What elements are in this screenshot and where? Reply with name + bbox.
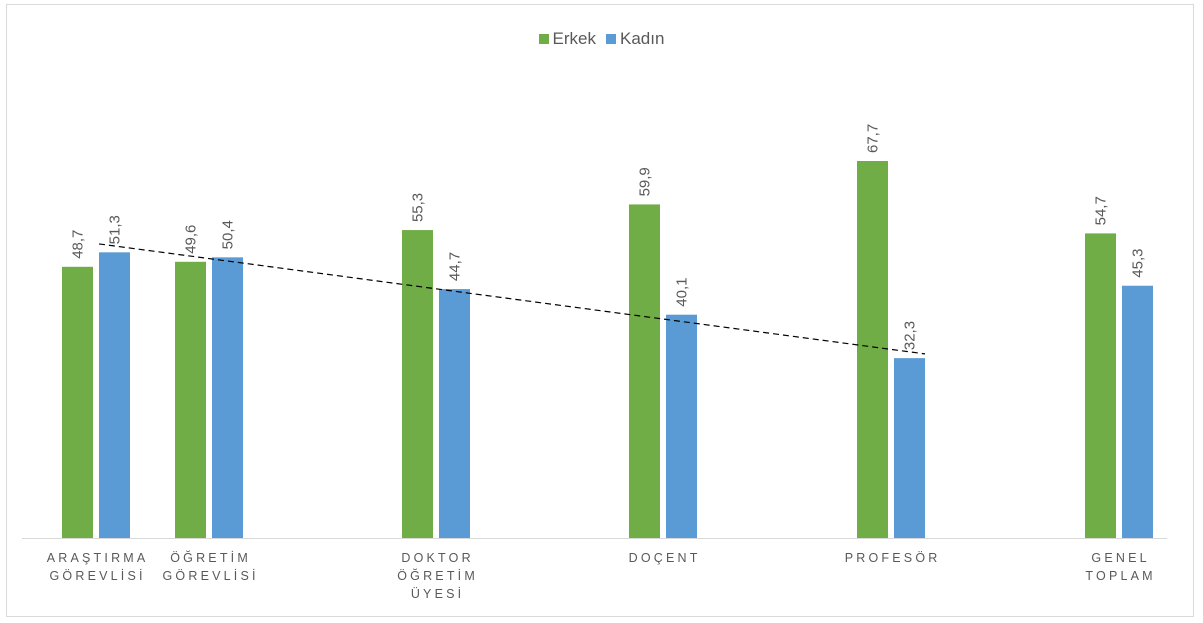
legend-swatch-erkek xyxy=(538,34,549,44)
category-label-5-line-0: GENEL xyxy=(1091,551,1150,565)
category-label-0-line-1: GÖREVLİSİ xyxy=(49,569,146,583)
bar-erkek-2 xyxy=(402,230,433,538)
category-label-5: GENEL TOPLAM xyxy=(1056,549,1186,585)
legend-item-erkek: Erkek xyxy=(538,29,597,49)
trendline xyxy=(98,243,926,355)
category-label-2-line-2: ÜYESİ xyxy=(410,587,465,601)
bar-kadin-5 xyxy=(1122,285,1153,538)
category-label-1-line-1: GÖREVLİSİ xyxy=(162,569,259,583)
bar-kadin-2 xyxy=(439,289,470,538)
category-label-2-line-0: DOKTOR xyxy=(401,551,474,565)
data-label-erkek-3: 59,9 xyxy=(637,167,654,196)
data-label-erkek-1: 49,6 xyxy=(183,225,200,254)
legend-label-erkek: Erkek xyxy=(552,29,597,48)
data-label-kadin-0: 51,3 xyxy=(107,215,124,244)
bar-erkek-1 xyxy=(175,261,206,538)
legend-label-kadin: Kadın xyxy=(620,29,665,48)
data-label-erkek-5: 54,7 xyxy=(1093,196,1110,225)
category-label-1: ÖĞRETİM GÖREVLİSİ xyxy=(146,549,276,585)
data-label-kadin-5: 45,3 xyxy=(1130,249,1147,278)
data-label-kadin-3: 40,1 xyxy=(674,277,691,306)
category-label-0-line-0: ARAŞTIRMA xyxy=(46,551,149,565)
data-label-kadin-2: 44,7 xyxy=(447,252,464,281)
bar-kadin-1 xyxy=(212,257,243,538)
category-label-3-line-0: DOÇENT xyxy=(628,551,701,565)
category-label-4: PROFESÖR xyxy=(828,549,958,567)
category-label-4-line-0: PROFESÖR xyxy=(844,551,941,565)
category-label-3: DOÇENT xyxy=(600,549,730,567)
category-label-2: DOKTOR ÖĞRETİM ÜYESİ xyxy=(373,549,503,603)
category-label-1-line-0: ÖĞRETİM xyxy=(170,551,251,565)
bar-kadin-0 xyxy=(99,252,130,538)
legend: Erkek Kadın xyxy=(0,29,1203,49)
bar-erkek-3 xyxy=(629,204,660,539)
category-label-0: ARAŞTIRMA GÖREVLİSİ xyxy=(33,549,163,585)
category-label-2-line-1: ÖĞRETİM xyxy=(397,569,478,583)
data-label-erkek-0: 48,7 xyxy=(70,230,87,259)
legend-swatch-kadin xyxy=(606,34,617,44)
data-label-erkek-2: 55,3 xyxy=(410,193,427,222)
data-label-kadin-4: 32,3 xyxy=(902,321,919,350)
bar-kadin-4 xyxy=(894,358,925,538)
bar-erkek-0 xyxy=(62,266,93,538)
bar-kadin-3 xyxy=(666,314,697,538)
bar-erkek-4 xyxy=(857,161,888,538)
category-label-5-line-1: TOPLAM xyxy=(1085,569,1156,583)
bar-erkek-5 xyxy=(1085,233,1116,538)
data-label-erkek-4: 67,7 xyxy=(865,124,882,153)
legend-item-kadin: Kadın xyxy=(606,29,664,49)
data-label-kadin-1: 50,4 xyxy=(220,220,237,249)
